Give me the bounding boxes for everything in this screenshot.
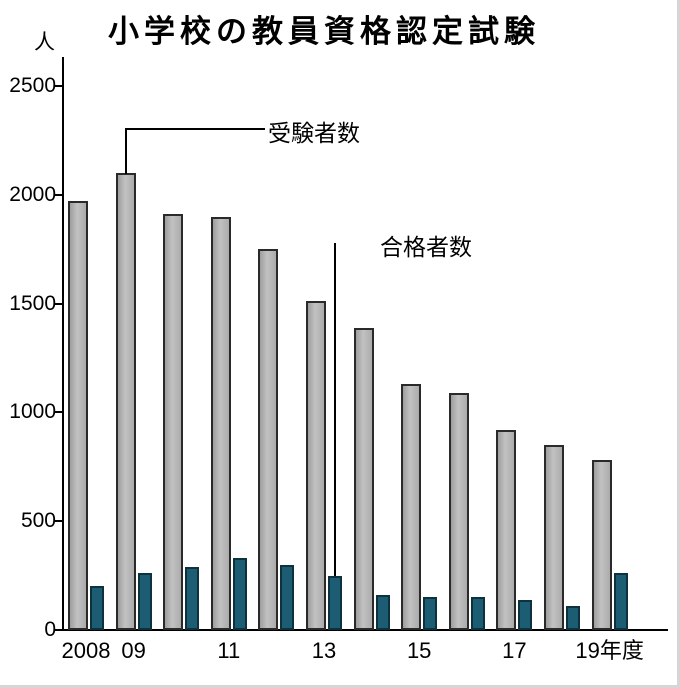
bar-group [544, 86, 580, 630]
x-tick-label: 09 [121, 638, 146, 663]
y-axis-line [62, 57, 64, 630]
y-tick-mark [55, 85, 63, 87]
y-tick-label: 1500 [9, 291, 56, 315]
bar-group [258, 86, 295, 630]
bar-examinees [258, 249, 279, 630]
x-tick-label: 2008 [61, 638, 111, 663]
bar-passers [613, 573, 628, 630]
x-axis-line [62, 629, 668, 631]
y-tick-mark [55, 302, 63, 305]
bar-group: 17 [496, 86, 533, 663]
bar-examinees [591, 460, 612, 630]
bar-group: 2008 [62, 86, 110, 663]
bar-passers [470, 597, 485, 630]
bar-passers [90, 586, 104, 630]
y-tick-label: 0 [44, 618, 56, 641]
bar-group: 15 [401, 86, 438, 663]
y-axis-unit-label: 人 [34, 31, 55, 54]
bar-group: 11 [210, 86, 247, 663]
bar-passers [185, 566, 200, 630]
bar-group [163, 86, 200, 630]
bar-passers [423, 597, 438, 630]
plot-area: 2008 09 11 13 15 17 19年度 [62, 86, 669, 663]
examinees-leader-line-horizontal [125, 128, 265, 130]
bar-group [353, 86, 390, 630]
x-tick-label: 13 [311, 638, 337, 663]
y-tick-label: 2000 [9, 182, 56, 206]
y-tick-mark [55, 193, 63, 196]
x-tick-label: 11 [217, 638, 241, 663]
x-tick-label: 15 [406, 638, 432, 663]
bar-group: 09 [115, 86, 152, 663]
bar-group: 13 [306, 86, 342, 663]
bar-examinees [306, 301, 326, 630]
y-tick-label: 1000 [9, 400, 56, 424]
bar-examinees [68, 201, 88, 630]
chart-title: 小学校の教員資格認定試験 [108, 14, 540, 49]
x-tick-label: 17 [502, 638, 527, 663]
y-tick-mark [55, 411, 63, 414]
bar-passers [328, 575, 342, 630]
bar-examinees [448, 392, 469, 630]
bar-group: 19年度 [575, 86, 644, 663]
bar-examinees [496, 429, 517, 630]
bar-passers [280, 564, 295, 630]
bar-examinees [163, 214, 184, 630]
bar-group [448, 86, 485, 630]
bar-examinees [210, 216, 231, 630]
bar-examinees [544, 445, 564, 630]
bar-passers [232, 558, 247, 630]
bar-passers [137, 573, 152, 630]
series-label-examinees: 受験者数 [268, 120, 360, 146]
bar-passers [566, 606, 580, 630]
examinees-leader-line-vertical [125, 128, 127, 174]
bar-passers [518, 599, 533, 630]
y-tick-mark [55, 520, 63, 523]
y-tick-label: 500 [20, 509, 56, 533]
series-label-passers: 合格者数 [380, 234, 472, 260]
bar-examinees [401, 384, 422, 630]
bar-passers [375, 595, 390, 630]
x-tick-label: 19年度 [575, 638, 644, 663]
y-tick-mark [55, 629, 63, 631]
passers-leader-line [334, 243, 336, 576]
y-tick-label: 2500 [9, 74, 56, 97]
bar-examinees [115, 173, 136, 630]
bar-examinees [353, 327, 374, 630]
